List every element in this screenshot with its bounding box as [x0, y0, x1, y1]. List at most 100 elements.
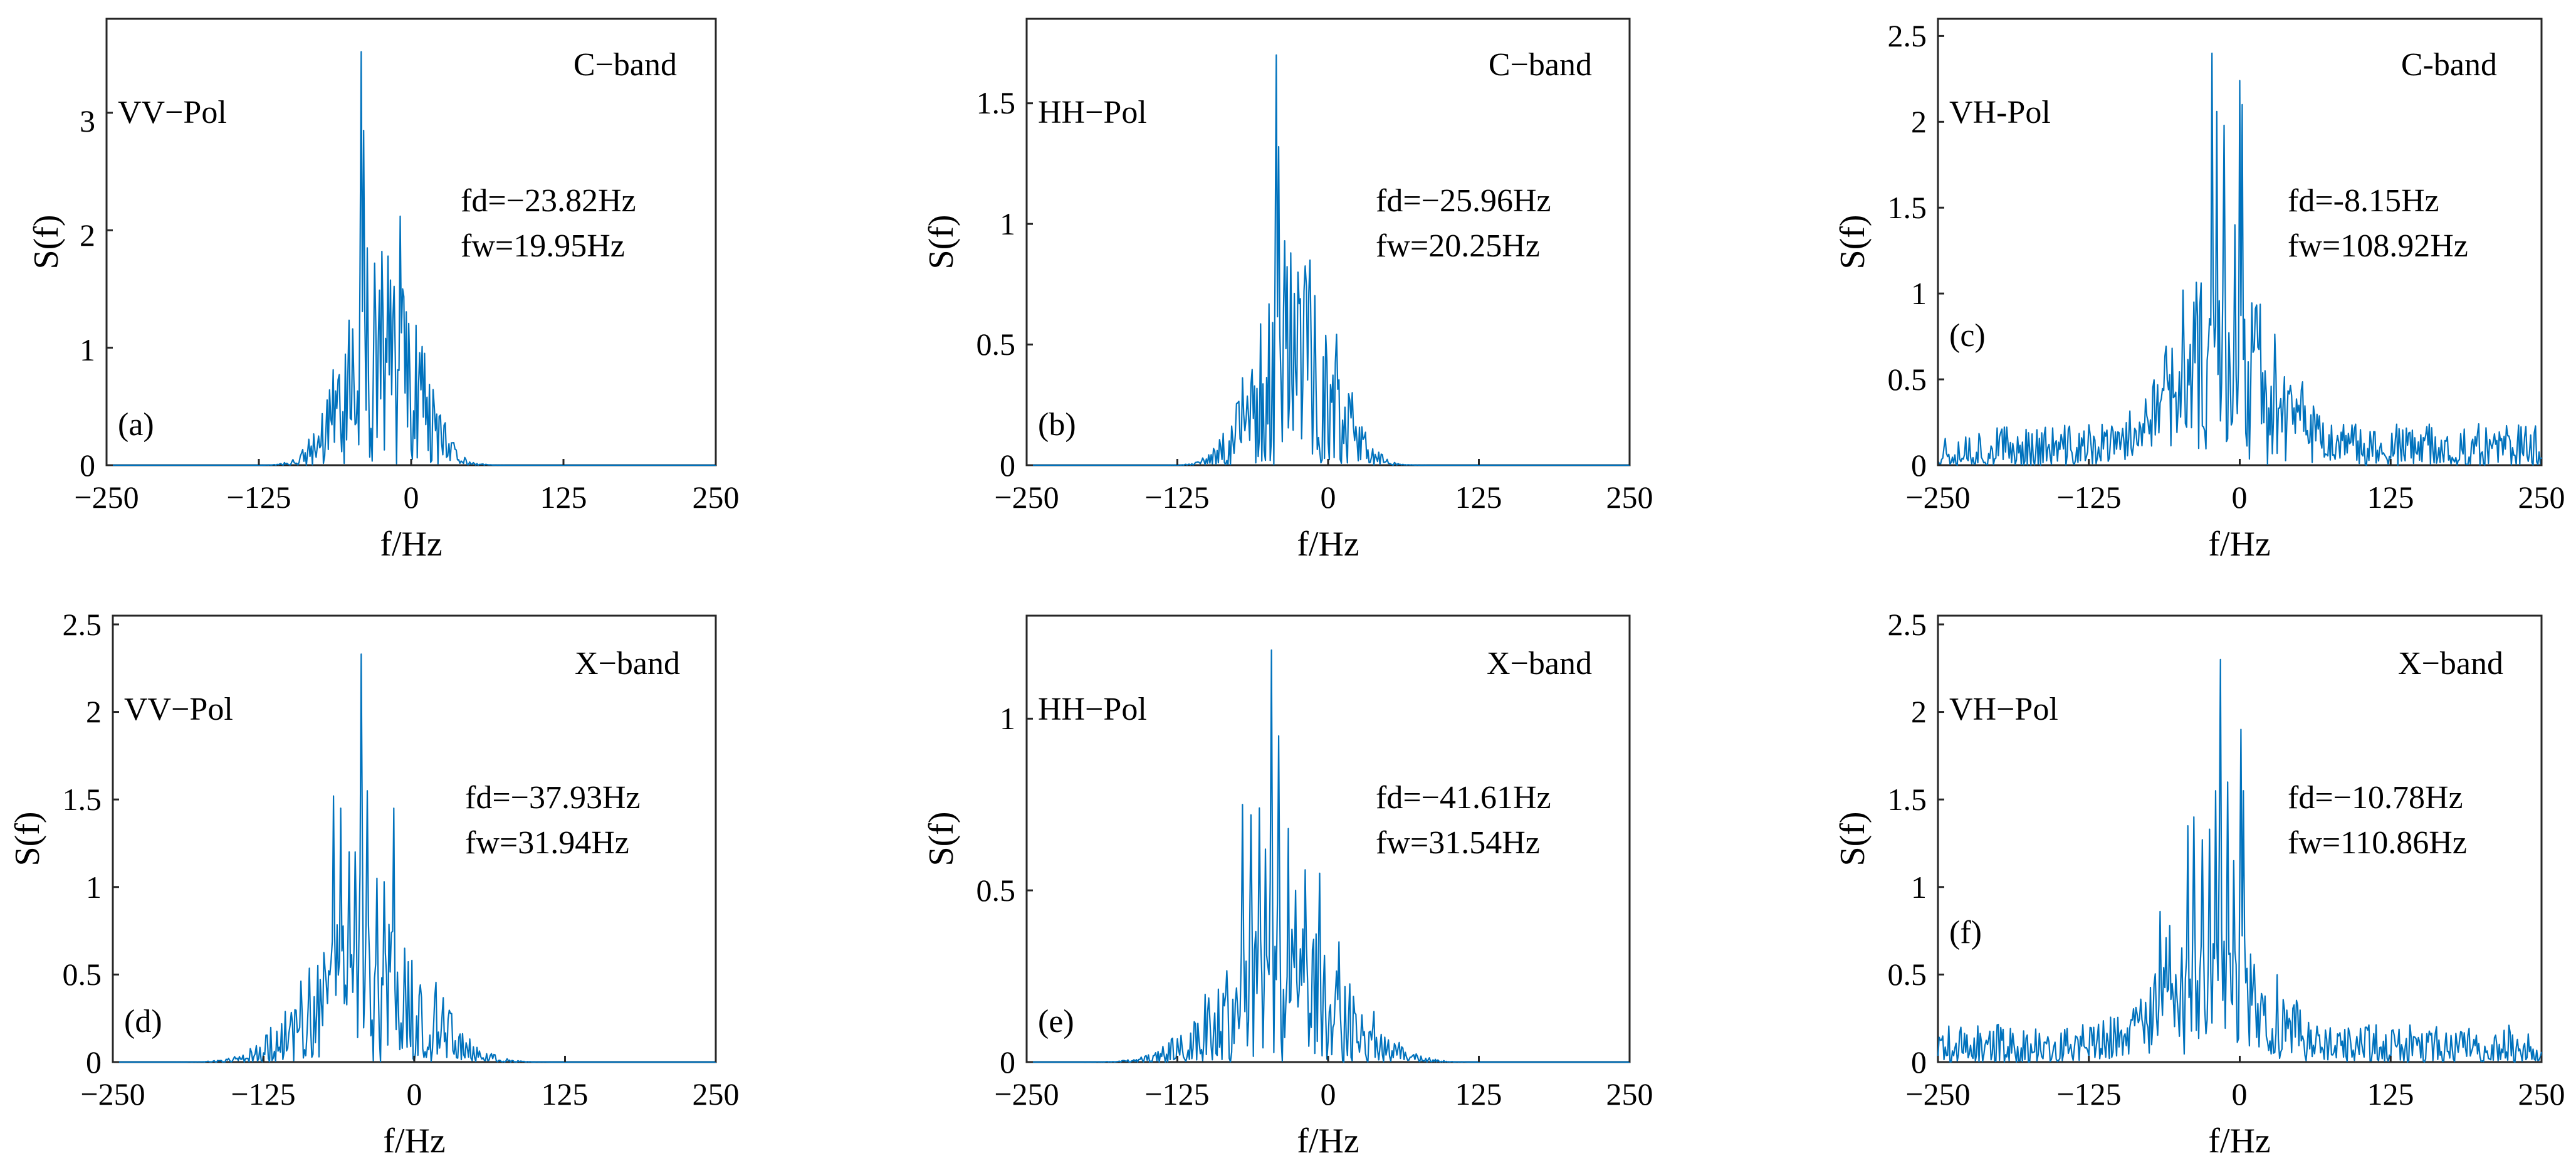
y-tick-label: 2.5 — [1888, 18, 1927, 53]
y-tick-label: 0.5 — [976, 873, 1016, 908]
y-tick-label: 0.5 — [1888, 362, 1927, 397]
y-tick-label: 0 — [1000, 448, 1015, 483]
y-axis-label: S(f) — [1833, 811, 1872, 866]
y-tick-labels: 0 0.5 1 1.5 2 2.5 — [1888, 18, 1927, 483]
x-tick-label: 250 — [693, 480, 740, 515]
x-tick-label: −250 — [994, 1076, 1059, 1112]
panel-a: −250 −125 0 125 250 0 1 2 3 f/Hz S(f) C−… — [27, 18, 740, 564]
y-tick-label: 0 — [80, 448, 95, 483]
polarization-label: HH−Pol — [1038, 692, 1147, 727]
doppler-shift-label: fd=−41.61Hz — [1376, 780, 1551, 816]
y-tick-labels: 0 0.5 1 — [976, 701, 1016, 1080]
axis-ticks — [1025, 102, 1631, 466]
y-axis-label: S(f) — [8, 811, 47, 866]
x-tick-label: −125 — [231, 1076, 295, 1112]
y-tick-label: 1 — [1911, 870, 1927, 905]
x-tick-label: −125 — [2056, 1076, 2121, 1112]
panel-b: −250 −125 0 125 250 0 0.5 1 1.5 f/Hz S(f… — [922, 18, 1653, 564]
doppler-shift-label: fd=−10.78Hz — [2288, 780, 2463, 816]
y-tick-labels: 0 0.5 1 1.5 — [976, 85, 1016, 483]
band-label: X−band — [575, 646, 680, 681]
x-axis-label: f/Hz — [380, 525, 442, 564]
y-tick-label: 2 — [80, 218, 95, 253]
x-tick-label: 250 — [1606, 480, 1653, 515]
y-tick-label: 0 — [1911, 1045, 1927, 1080]
y-tick-label: 0 — [1911, 448, 1927, 483]
band-label: C-band — [2401, 47, 2497, 83]
panel-d: −250 −125 0 125 250 0 0.5 1 1.5 2 2.5 f/… — [8, 607, 740, 1160]
panel-letter: (e) — [1038, 1004, 1074, 1039]
polarization-label: VV−Pol — [118, 95, 227, 130]
band-label: C−band — [573, 47, 677, 83]
axis-ticks — [112, 623, 717, 1063]
x-tick-labels: −250 −125 0 125 250 — [74, 480, 739, 515]
panel-e: −250 −125 0 125 250 0 0.5 1 f/Hz S(f) X−… — [922, 614, 1653, 1160]
x-tick-label: 0 — [1321, 1076, 1336, 1112]
spectrum-line — [107, 51, 716, 466]
y-tick-label: 2 — [1911, 694, 1927, 729]
x-tick-label: 125 — [1455, 1076, 1502, 1112]
y-tick-label: 1 — [80, 332, 95, 367]
x-tick-label: −125 — [1144, 480, 1209, 515]
x-tick-label: 125 — [2367, 480, 2414, 515]
x-axis-label: f/Hz — [1297, 525, 1359, 564]
y-tick-label: 3 — [80, 103, 95, 139]
x-tick-label: 0 — [404, 480, 419, 515]
spectrum-line — [1937, 52, 2543, 466]
x-tick-label: 0 — [2232, 480, 2248, 515]
x-tick-labels: −250 −125 0 125 250 — [994, 1076, 1653, 1112]
doppler-width-label: fw=20.25Hz — [1376, 228, 1540, 264]
x-tick-label: 250 — [693, 1076, 740, 1112]
y-tick-label: 1 — [1000, 206, 1015, 241]
panel-f: −250 −125 0 125 250 0 0.5 1 1.5 2 2.5 f/… — [1833, 607, 2565, 1160]
x-tick-label: 250 — [1606, 1076, 1653, 1112]
doppler-shift-label: fd=−23.82Hz — [461, 183, 636, 219]
x-tick-label: 250 — [2518, 1076, 2565, 1112]
x-tick-label: 125 — [1455, 480, 1502, 515]
band-label: C−band — [1489, 47, 1592, 83]
axis-ticks — [1937, 623, 2543, 1063]
x-tick-label: 0 — [2232, 1076, 2248, 1112]
x-axis-label: f/Hz — [2208, 525, 2271, 564]
spectrum-line — [1937, 658, 2543, 1063]
x-tick-labels: −250 −125 0 125 250 — [1905, 480, 2565, 515]
doppler-shift-label: fd=-8.15Hz — [2288, 183, 2439, 219]
y-tick-label: 0.5 — [976, 327, 1016, 362]
y-tick-label: 1.5 — [1888, 782, 1927, 817]
x-tick-labels: −250 −125 0 125 250 — [80, 1076, 739, 1112]
y-axis-label: S(f) — [922, 811, 961, 866]
y-axis-label: S(f) — [27, 214, 66, 269]
x-tick-label: 125 — [542, 1076, 589, 1112]
x-tick-label: −250 — [74, 480, 139, 515]
doppler-shift-label: fd=−25.96Hz — [1376, 183, 1551, 219]
x-tick-label: 0 — [1321, 480, 1336, 515]
doppler-width-label: fw=31.94Hz — [465, 825, 629, 861]
band-label: X−band — [2398, 646, 2503, 681]
y-tick-label: 1 — [86, 870, 102, 905]
y-tick-label: 2.5 — [1888, 607, 1927, 642]
band-label: X−band — [1487, 646, 1592, 681]
polarization-label: VV−Pol — [124, 692, 233, 727]
x-tick-label: −250 — [1905, 480, 1970, 515]
spectrum-line — [1027, 54, 1630, 466]
panel-c: −250 −125 0 125 250 0 0.5 1 1.5 2 2.5 f/… — [1833, 18, 2565, 564]
panel-letter: (a) — [118, 407, 154, 443]
y-tick-label: 1.5 — [1888, 190, 1927, 225]
y-tick-label: 0.5 — [63, 957, 102, 992]
y-tick-label: 2.5 — [63, 607, 102, 642]
y-tick-label: 1.5 — [976, 85, 1016, 120]
y-tick-labels: 0 0.5 1 1.5 2 2.5 — [63, 607, 102, 1080]
x-axis-label: f/Hz — [1297, 1122, 1359, 1160]
axis-ticks — [1025, 717, 1631, 1063]
spectrum-line — [1027, 649, 1630, 1063]
y-tick-label: 0 — [1000, 1045, 1015, 1080]
y-tick-label: 2 — [86, 694, 102, 729]
polarization-label: VH-Pol — [1949, 95, 2051, 130]
x-tick-label: 250 — [2518, 480, 2565, 515]
x-tick-labels: −250 −125 0 125 250 — [1905, 1076, 2565, 1112]
y-tick-label: 2 — [1911, 104, 1927, 139]
x-tick-label: −250 — [80, 1076, 145, 1112]
x-tick-label: −250 — [994, 480, 1059, 515]
x-tick-label: −125 — [226, 480, 291, 515]
